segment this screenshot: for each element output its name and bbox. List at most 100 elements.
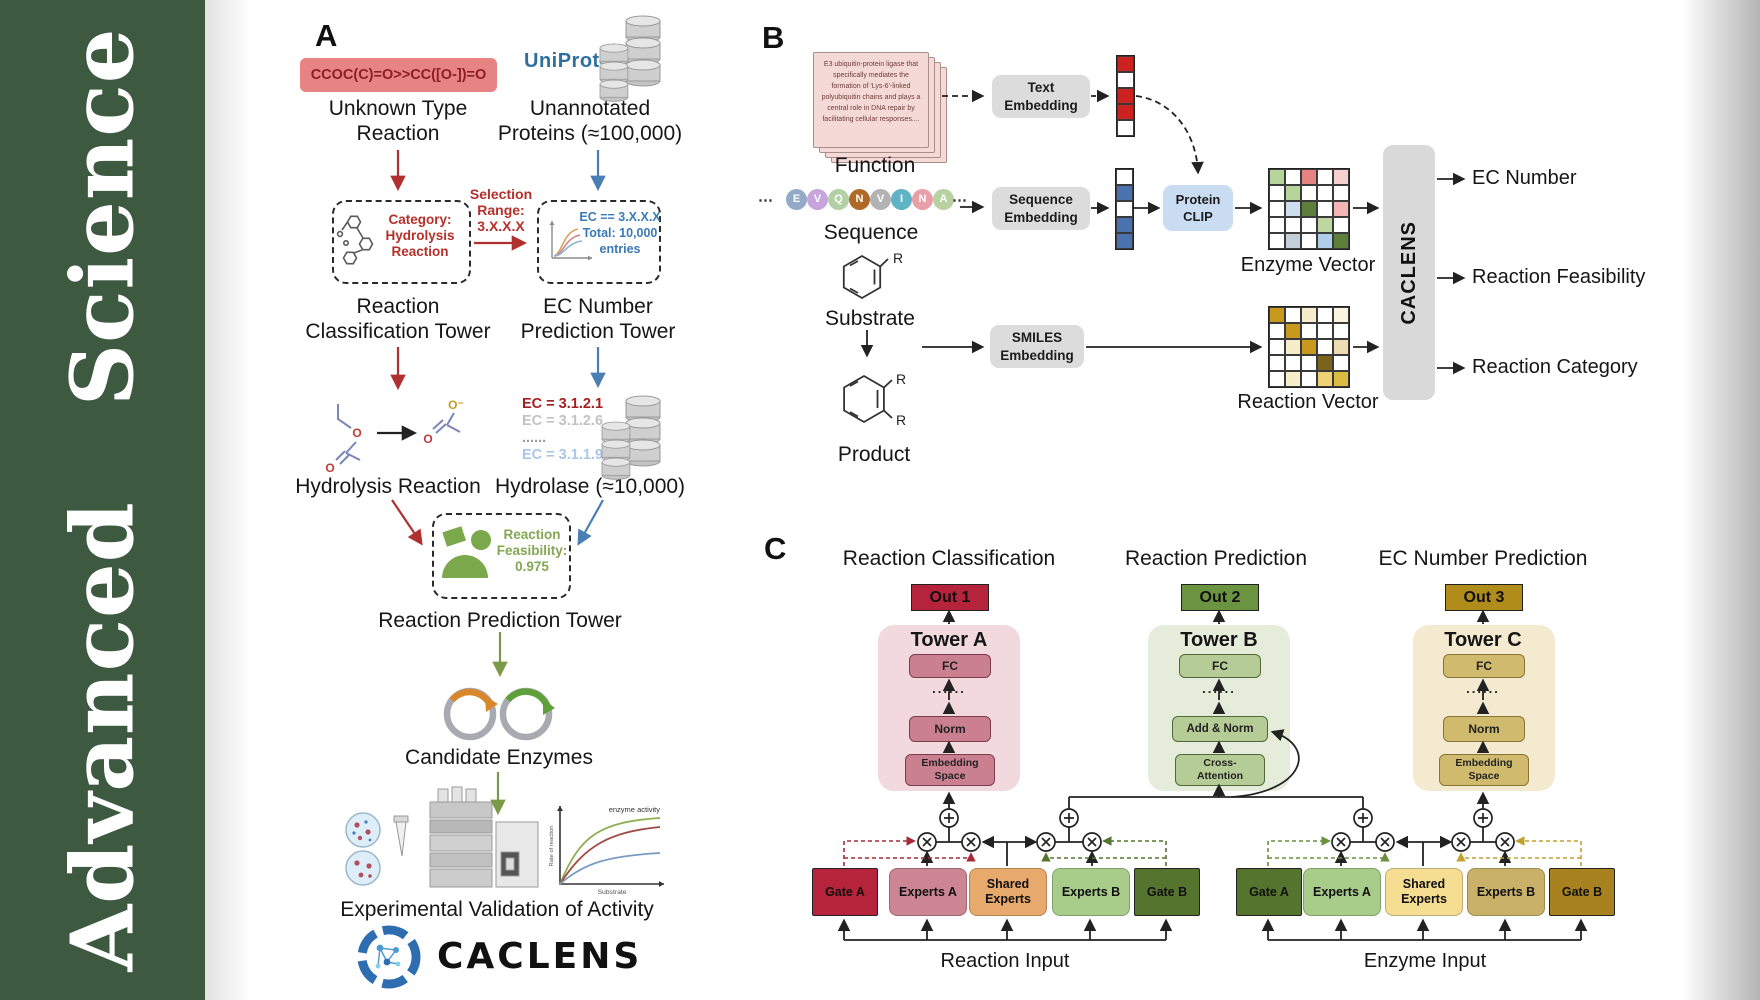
tower-c-fc: FC	[1443, 654, 1525, 678]
sample-dish-icons	[345, 812, 409, 886]
category-note: Category: Hydrolysis Reaction	[385, 212, 455, 259]
uniprot-database-icon	[599, 43, 629, 102]
vector-cell	[1285, 339, 1301, 355]
vector-cell	[1269, 307, 1285, 323]
ec-list-item: EC = 3.1.2.6	[522, 413, 604, 429]
journal-word-science: Science	[52, 27, 154, 406]
ec-prediction-dashed-box	[537, 200, 661, 284]
tower-c-title: Tower C	[1444, 629, 1522, 651]
vector-cell	[1285, 371, 1301, 387]
vector-cell	[1117, 120, 1134, 136]
vector-cell	[1317, 185, 1333, 201]
residue-circle: Q	[828, 189, 849, 210]
panel-c-letter: C	[764, 531, 787, 566]
protein-clip-box: Protein CLIP	[1163, 185, 1233, 231]
vector-cell	[1333, 217, 1349, 233]
hydrolase-database-icon	[601, 421, 631, 480]
sequence-ellipsis-left: ⋯	[758, 192, 773, 209]
vector-cell	[1333, 355, 1349, 371]
caclens-block-label: CACLENS	[1397, 220, 1420, 325]
vector-cell	[1333, 185, 1349, 201]
hplc-instrument-icon	[429, 786, 539, 888]
reaction-vector-label: Reaction Vector	[1237, 391, 1379, 413]
vector-cell	[1117, 104, 1134, 120]
journal-band: Advanced Science	[0, 0, 205, 1000]
panel-b-letter: B	[762, 20, 785, 55]
vector-cell	[1301, 323, 1317, 339]
vector-cell	[1317, 169, 1333, 185]
vector-cell	[1301, 217, 1317, 233]
vector-cell	[1269, 339, 1285, 355]
vector-cell	[1285, 169, 1301, 185]
moe-left-experts-b: Experts B	[1052, 868, 1130, 916]
vector-cell	[1269, 233, 1285, 249]
reaction-prediction-tower-label: Reaction Prediction Tower	[378, 609, 622, 632]
acetate-molecule-icon: O⁻ O	[423, 398, 464, 446]
page-right-shadow	[1682, 0, 1760, 1000]
moe-left-experts-a: Experts A	[889, 868, 967, 916]
moe-left-gate-a: Gate A	[812, 868, 878, 916]
residue-circle: N	[849, 189, 870, 210]
journal-title: Advanced Science	[1, 0, 206, 1000]
tower-b-add-norm: Add & Norm	[1172, 716, 1268, 742]
ec-candidate-list: EC = 3.1.2.1 EC = 3.1.2.6 ...... EC = 3.…	[522, 396, 603, 464]
moe-right-experts-a: Experts A	[1303, 868, 1381, 916]
product-label: Product	[837, 443, 911, 466]
reaction-input-label: Reaction Input	[940, 950, 1070, 972]
heading-reaction-prediction: Reaction Prediction	[1124, 547, 1308, 570]
vector-cell	[1269, 185, 1285, 201]
enzyme-vector-label: Enzyme Vector	[1240, 254, 1376, 276]
vector-cell	[1117, 88, 1134, 104]
residue-circle: A	[933, 189, 954, 210]
page-left-shadow	[205, 0, 251, 1000]
candidate-enzymes-label: Candidate Enzymes	[405, 746, 593, 769]
vector-cell	[1285, 307, 1301, 323]
vector-cell	[1333, 339, 1349, 355]
vector-cell	[1269, 355, 1285, 371]
vector-cell	[1269, 371, 1285, 387]
reaction-vector-grid	[1268, 306, 1350, 388]
reaction-prediction-dashed-box	[432, 513, 571, 599]
vector-cell	[1285, 201, 1301, 217]
panel-a-letter: A	[315, 18, 338, 53]
tower-a-norm: Norm	[909, 716, 991, 742]
function-card-front: E3 ubiquitin-protein ligase that specifi…	[813, 52, 929, 148]
vector-cell	[1317, 355, 1333, 371]
out2-box: Out 2	[1181, 584, 1259, 611]
vector-cell	[1317, 233, 1333, 249]
sequence-label: Sequence	[823, 221, 919, 244]
vector-cell	[1116, 233, 1133, 249]
reaction-classification-dashed-box	[332, 200, 471, 284]
output-ec-number: EC Number	[1472, 167, 1577, 189]
tower-c-norm: Norm	[1443, 716, 1525, 742]
svg-text:enzyme activity: enzyme activity	[609, 805, 661, 814]
vector-cell	[1333, 371, 1349, 387]
panel-b-arrows	[860, 89, 1466, 375]
tower-b-title: Tower B	[1180, 629, 1258, 651]
sequence-embedding-box: Sequence Embedding	[992, 187, 1090, 230]
hydrolysis-reaction-label: Hydrolysis Reaction	[295, 475, 481, 498]
sum-and-product-symbols	[917, 808, 1515, 852]
ester-molecule-icon: O O	[325, 404, 362, 475]
vector-cell	[1117, 72, 1134, 88]
tower-b-dots: ......	[1202, 681, 1236, 696]
text-embedding-vector	[1116, 55, 1135, 137]
moe-left-shared-experts: Shared Experts	[969, 868, 1047, 916]
residue-circle: I	[891, 189, 912, 210]
ec-list-item: ......	[522, 430, 547, 446]
moe-left-gate-b: Gate B	[1134, 868, 1200, 916]
unknown-reaction-label: Unknown Type Reaction	[328, 97, 468, 145]
sequence-embedding-vector	[1115, 168, 1134, 250]
vector-cell	[1317, 339, 1333, 355]
kinetics-plot: enzyme activity Rate of reaction Substra…	[549, 805, 664, 896]
vector-cell	[1317, 217, 1333, 233]
heading-reaction-classification: Reaction Classification	[842, 547, 1056, 570]
svg-text:Substrate: Substrate	[597, 889, 626, 896]
vector-cell	[1285, 355, 1301, 371]
journal-word-advanced: Advanced	[52, 501, 154, 972]
substrate-r-label: R	[893, 250, 903, 266]
uniprot-dotted-swirl-icon	[599, 43, 633, 84]
residue-circle: E	[786, 189, 807, 210]
vector-cell	[1285, 185, 1301, 201]
